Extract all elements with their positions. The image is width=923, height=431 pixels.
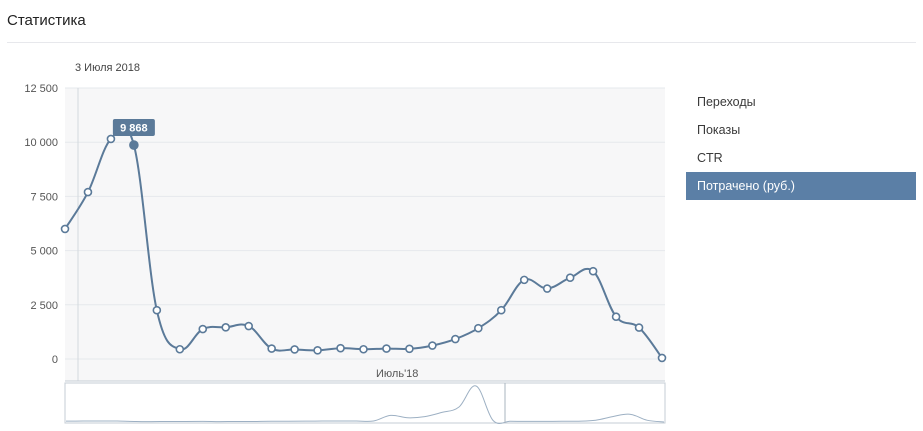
gridlines bbox=[65, 87, 665, 360]
data-point[interactable] bbox=[496, 305, 506, 315]
data-point[interactable] bbox=[611, 312, 621, 322]
data-point[interactable] bbox=[336, 343, 345, 353]
data-point[interactable] bbox=[542, 284, 552, 293]
data-point[interactable] bbox=[405, 344, 414, 354]
data-point[interactable] bbox=[198, 324, 208, 334]
data-point[interactable] bbox=[382, 344, 391, 353]
data-point[interactable] bbox=[588, 266, 598, 276]
y-tick-label: 7 500 bbox=[30, 191, 58, 203]
date-label: 3 Июля 2018 bbox=[75, 62, 140, 74]
data-point[interactable] bbox=[60, 224, 70, 234]
data-point[interactable] bbox=[519, 275, 529, 285]
data-point[interactable] bbox=[175, 344, 185, 354]
data-point[interactable] bbox=[359, 344, 368, 354]
y-tick-label: 12 500 bbox=[24, 83, 58, 95]
metrics-menu: Переходы Показы CTR Потрачено (руб.) bbox=[686, 88, 916, 200]
data-point[interactable] bbox=[565, 273, 575, 283]
tooltip-value: 9 868 bbox=[120, 123, 148, 135]
y-tick-labels: 0 2 500 5 000 7 500 10 000 12 500 bbox=[24, 83, 58, 366]
data-point[interactable] bbox=[657, 353, 667, 363]
title-divider bbox=[7, 42, 916, 43]
data-point[interactable] bbox=[313, 346, 322, 355]
overview-navigator[interactable] bbox=[64, 382, 666, 425]
metric-item[interactable]: Переходы bbox=[697, 95, 756, 109]
y-tick-label: 10 000 bbox=[24, 137, 58, 149]
tooltip-box bbox=[112, 119, 155, 137]
data-point[interactable] bbox=[634, 323, 644, 332]
data-points bbox=[60, 134, 667, 363]
page-title: Статистика bbox=[7, 12, 86, 29]
y-tick-label: 2 500 bbox=[30, 300, 58, 312]
data-point[interactable] bbox=[221, 323, 231, 332]
metric-item[interactable]: Потрачено (руб.) bbox=[686, 172, 916, 200]
data-point[interactable] bbox=[152, 305, 162, 315]
overview-background bbox=[64, 382, 666, 424]
data-point[interactable] bbox=[83, 187, 93, 197]
y-tick-label: 0 bbox=[52, 354, 58, 366]
data-point[interactable] bbox=[267, 344, 276, 353]
data-point[interactable] bbox=[428, 341, 437, 350]
chart[interactable]: 0 2 500 5 000 7 500 10 000 12 500 3 Июля 2018… bbox=[0, 0, 680, 431]
data-point-highlighted[interactable] bbox=[129, 140, 139, 150]
data-point[interactable] bbox=[106, 134, 116, 144]
data-point[interactable] bbox=[451, 334, 460, 344]
data-point[interactable] bbox=[290, 345, 299, 354]
overview-line bbox=[65, 385, 665, 425]
y-tick-label: 5 000 bbox=[30, 246, 58, 258]
metric-item[interactable]: CTR bbox=[697, 151, 723, 165]
metric-item[interactable]: Показы bbox=[697, 123, 741, 137]
month-label: Июль'18 bbox=[376, 368, 418, 380]
data-point[interactable] bbox=[244, 321, 253, 331]
data-point[interactable] bbox=[474, 323, 483, 333]
plot-background bbox=[65, 88, 665, 381]
tooltip: 9 868 bbox=[112, 119, 155, 137]
